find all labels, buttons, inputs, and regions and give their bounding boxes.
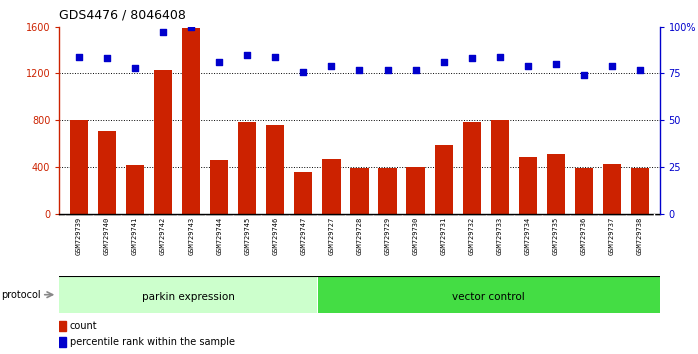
Point	[522, 63, 533, 69]
Text: GSM729735: GSM729735	[553, 217, 559, 255]
Point	[382, 67, 393, 73]
Text: GSM729730: GSM729730	[413, 217, 419, 255]
Bar	[463, 121, 481, 214]
Text: parkin expression: parkin expression	[142, 292, 235, 302]
Bar	[210, 160, 228, 214]
Point	[269, 54, 281, 59]
Point	[634, 67, 646, 73]
Point	[186, 24, 197, 29]
Text: count: count	[70, 321, 98, 331]
Text: GSM729742: GSM729742	[160, 217, 166, 255]
Text: protocol: protocol	[1, 290, 41, 300]
Text: GSM729732: GSM729732	[468, 217, 475, 255]
Bar	[603, 164, 621, 214]
Point	[242, 52, 253, 57]
Text: percentile rank within the sample: percentile rank within the sample	[70, 337, 235, 347]
Text: GSM729745: GSM729745	[244, 217, 251, 255]
Point	[607, 63, 618, 69]
Text: GDS4476 / 8046408: GDS4476 / 8046408	[59, 9, 186, 22]
Text: GSM729739: GSM729739	[76, 217, 82, 255]
Point	[466, 56, 477, 61]
Bar	[70, 120, 88, 214]
Bar	[406, 167, 424, 214]
Text: vector control: vector control	[452, 292, 525, 302]
Bar	[519, 157, 537, 214]
Bar	[59, 337, 66, 347]
Bar	[266, 125, 285, 214]
Bar	[491, 120, 509, 214]
Text: GSM729728: GSM729728	[357, 217, 362, 255]
Bar	[322, 159, 341, 214]
Point	[130, 65, 141, 71]
Bar	[318, 276, 660, 313]
Text: GSM729733: GSM729733	[497, 217, 503, 255]
Bar	[631, 169, 649, 214]
Point	[101, 56, 112, 61]
Point	[438, 59, 450, 65]
Point	[326, 63, 337, 69]
Text: GSM729746: GSM729746	[272, 217, 279, 255]
Text: GSM729744: GSM729744	[216, 217, 222, 255]
Point	[578, 73, 589, 78]
Point	[214, 59, 225, 65]
Point	[410, 67, 421, 73]
Text: GSM729731: GSM729731	[440, 217, 447, 255]
Bar	[59, 276, 317, 313]
Text: GSM729734: GSM729734	[525, 217, 530, 255]
Point	[354, 67, 365, 73]
Text: GSM729743: GSM729743	[188, 217, 194, 255]
Bar	[238, 121, 256, 214]
Bar	[98, 131, 116, 214]
Text: GSM729738: GSM729738	[637, 217, 643, 255]
Text: GSM729747: GSM729747	[300, 217, 306, 255]
Text: GSM729741: GSM729741	[132, 217, 138, 255]
Point	[298, 69, 309, 74]
Bar	[547, 154, 565, 214]
Point	[158, 29, 169, 35]
Bar	[350, 169, 369, 214]
Bar	[574, 169, 593, 214]
Bar	[126, 165, 144, 214]
Bar	[295, 172, 313, 214]
Point	[73, 54, 84, 59]
Bar	[434, 145, 453, 214]
Text: GSM729736: GSM729736	[581, 217, 587, 255]
Text: GSM729729: GSM729729	[385, 217, 390, 255]
Bar	[182, 28, 200, 214]
Point	[550, 61, 561, 67]
Bar	[378, 169, 396, 214]
Text: GSM729727: GSM729727	[329, 217, 334, 255]
Text: GSM729737: GSM729737	[609, 217, 615, 255]
Text: GSM729740: GSM729740	[104, 217, 110, 255]
Bar	[59, 321, 66, 331]
Point	[494, 54, 505, 59]
Bar	[154, 70, 172, 214]
